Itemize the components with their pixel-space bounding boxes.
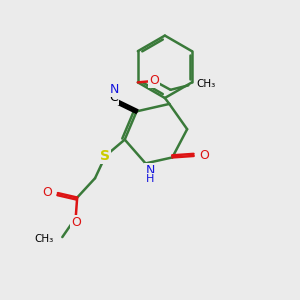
Text: H: H	[146, 174, 154, 184]
Text: CH₃: CH₃	[35, 234, 54, 244]
Text: O: O	[43, 186, 52, 199]
Text: CH₃: CH₃	[197, 79, 216, 89]
Text: N: N	[145, 164, 155, 177]
Text: C: C	[110, 91, 118, 104]
Text: S: S	[100, 149, 110, 163]
Text: O: O	[71, 216, 81, 229]
Text: O: O	[149, 74, 159, 87]
Text: O: O	[199, 149, 209, 162]
Text: N: N	[109, 82, 119, 96]
